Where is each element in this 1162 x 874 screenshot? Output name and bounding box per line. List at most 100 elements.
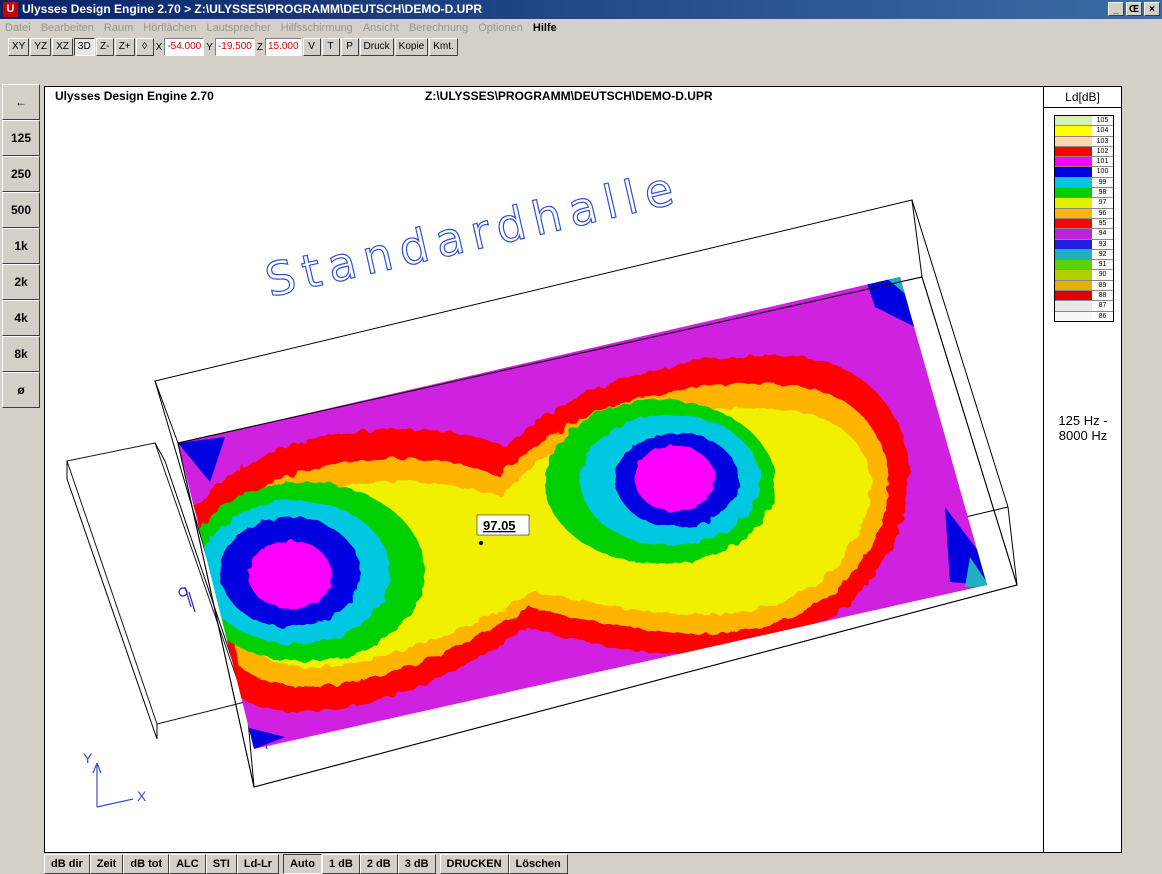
menu-hoerflaechen[interactable]: Hörflächen <box>143 22 197 34</box>
legend-value: 105 <box>1092 116 1113 126</box>
tab-db-tot[interactable]: dB tot <box>123 854 170 874</box>
freq-250-button[interactable]: 250 <box>2 156 40 192</box>
back-arrow-button[interactable]: ← <box>2 84 40 120</box>
maximize-button[interactable]: Œ <box>1126 2 1142 16</box>
tab-alc[interactable]: ALC <box>169 854 206 874</box>
legend-value: 101 <box>1092 157 1113 167</box>
tab-db-dir[interactable]: dB dir <box>44 854 90 874</box>
canvas-app-label: Ulysses Design Engine 2.70 <box>55 89 214 103</box>
legend-value: 96 <box>1092 208 1113 218</box>
result-toolbar: dB dir Zeit dB tot ALC STI Ld-Lr Auto 1 dB 2 dB 3… <box>44 854 568 874</box>
axis-indicator <box>92 762 134 808</box>
axis-x-label: X <box>137 788 147 804</box>
legend-value: 98 <box>1092 188 1113 198</box>
legend-entry: 99 <box>1055 177 1113 189</box>
view-yz-button[interactable]: YZ <box>30 38 52 56</box>
rotate-icon[interactable]: ◊ <box>135 38 154 56</box>
freq-8k-button[interactable]: 8k <box>2 336 40 372</box>
z-minus-button[interactable]: Z- <box>95 38 114 56</box>
close-button[interactable]: × <box>1144 2 1160 16</box>
view-xy-button[interactable]: XY <box>8 38 30 56</box>
menu-optionen[interactable]: Optionen <box>478 22 523 34</box>
legend-swatch <box>1055 208 1092 218</box>
legend-value: 94 <box>1092 229 1113 239</box>
floor-outline <box>177 276 1018 788</box>
legend-entry: 90 <box>1055 270 1113 281</box>
legend-swatch <box>1055 198 1092 208</box>
tab-l-schen[interactable]: Löschen <box>508 854 568 874</box>
legend-swatch <box>1055 146 1092 157</box>
y-coord-field[interactable]: -19.500 <box>214 38 255 56</box>
tab-3-db[interactable]: 3 dB <box>397 854 436 874</box>
toolbar: XY YZ XZ 3D Z- Z+ ◊ X -54.000 Y -19.500 … <box>8 37 458 57</box>
drawing-canvas[interactable]: Ulysses Design Engine 2.70 Z:\ULYSSES\PR… <box>44 86 1044 853</box>
z-plus-button[interactable]: Z+ <box>114 38 135 56</box>
freq-125-button[interactable]: 125 <box>2 120 40 156</box>
t-button[interactable]: T <box>321 38 340 56</box>
freq-2k-button[interactable]: 2k <box>2 264 40 300</box>
menu-berechnung[interactable]: Berechnung <box>408 22 469 34</box>
menu-hilfsschirmung[interactable]: Hilfsschirmung <box>280 22 353 34</box>
freq-1k-button[interactable]: 1k <box>2 228 40 264</box>
tab-sti[interactable]: STI <box>205 854 237 874</box>
legend-value: 97 <box>1092 198 1113 208</box>
menu-bearbeiten[interactable]: Bearbeiten <box>40 22 94 34</box>
legend-entry: 100 <box>1055 167 1113 178</box>
legend-entry: 93 <box>1055 239 1113 250</box>
x-coord-label: X <box>155 41 163 53</box>
legend-value: 103 <box>1092 136 1113 146</box>
menu-ansicht[interactable]: Ansicht <box>362 22 399 34</box>
legend-swatch <box>1055 126 1092 136</box>
legend-swatch <box>1055 229 1092 239</box>
kopie-button[interactable]: Kopie <box>394 38 429 56</box>
tab-ld-lr[interactable]: Ld-Lr <box>236 854 279 874</box>
v-button[interactable]: V <box>302 38 321 56</box>
menu-datei[interactable]: Datei <box>5 22 31 34</box>
menu-raum[interactable]: Raum <box>103 22 134 34</box>
legend-value: 86 <box>1092 311 1113 321</box>
menu-bar: Datei Bearbeiten Raum Hörflächen Lautspr… <box>0 19 1162 37</box>
title-bar: U Ulysses Design Engine 2.70 > Z:\ULYSSE… <box>0 0 1162 19</box>
y-coord-label: Y <box>206 41 213 53</box>
probe-marker[interactable]: 97.05 <box>476 514 530 545</box>
tab-drucken[interactable]: DRUCKEN <box>439 854 509 874</box>
probe-value: 97.05 <box>483 518 516 533</box>
legend-value: 102 <box>1092 146 1113 157</box>
legend-swatch <box>1055 301 1092 311</box>
legend-entry: 102 <box>1055 146 1113 158</box>
legend-value: 104 <box>1092 126 1113 136</box>
axis-y-label: Y <box>83 750 93 766</box>
average-button[interactable]: ø <box>2 372 40 408</box>
tab-zeit[interactable]: Zeit <box>89 854 124 874</box>
druck-button[interactable]: Druck <box>359 38 394 56</box>
legend-entry: 98 <box>1055 188 1113 199</box>
legend-swatch <box>1055 239 1092 249</box>
legend-swatch <box>1055 136 1092 146</box>
legend-swatch <box>1055 177 1092 188</box>
app-icon[interactable]: U <box>3 2 18 17</box>
x-coord-field[interactable]: -54.000 <box>164 38 205 56</box>
legend-entry: 88 <box>1055 291 1113 302</box>
tab-1-db[interactable]: 1 dB <box>322 854 360 874</box>
minimize-button[interactable]: _ <box>1108 2 1124 16</box>
room-3d-view[interactable]: Standardhalle 97.05 Y X <box>45 87 1043 852</box>
view-3d-button[interactable]: 3D <box>73 38 95 56</box>
kmt-button[interactable]: Kmt. <box>429 38 458 56</box>
menu-hilfe[interactable]: Hilfe <box>532 22 557 34</box>
freq-500-button[interactable]: 500 <box>2 192 40 228</box>
view-xz-button[interactable]: XZ <box>52 38 73 56</box>
tab-auto[interactable]: Auto <box>282 854 322 874</box>
legend-swatch <box>1055 116 1092 126</box>
legend-value: 89 <box>1092 280 1113 291</box>
p-button[interactable]: P <box>340 38 359 56</box>
z-coord-label: Z <box>256 41 263 53</box>
legend-entry: 97 <box>1055 198 1113 209</box>
z-coord-field[interactable]: 15.000 <box>264 38 302 56</box>
tab-2-db[interactable]: 2 dB <box>359 854 398 874</box>
legend-value: 91 <box>1092 260 1113 270</box>
legend-entry: 92 <box>1055 249 1113 261</box>
legend-swatch <box>1055 188 1092 198</box>
menu-lautsprecher[interactable]: Lautsprecher <box>206 22 271 34</box>
legend-unit: Ld[dB] <box>1044 87 1121 108</box>
freq-4k-button[interactable]: 4k <box>2 300 40 336</box>
